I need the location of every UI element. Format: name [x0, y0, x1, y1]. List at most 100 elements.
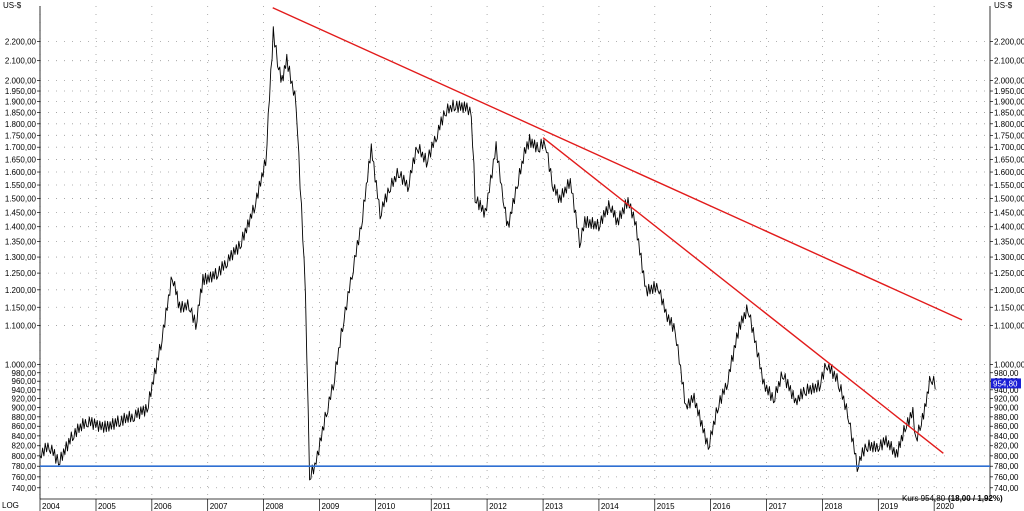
y-tick-label-left: 1.150,00: [5, 303, 37, 312]
y-tick-label-right: 1.550,00: [994, 181, 1024, 190]
y-tick-label-left: 800,00: [12, 452, 37, 461]
y-tick-label-left: 840,00: [12, 432, 37, 441]
y-unit-right: US-$: [994, 1, 1013, 10]
y-tick-label-right: 840,00: [994, 432, 1019, 441]
y-tick-label-right: 1.000,00: [994, 360, 1024, 369]
y-tick-label-left: 900,00: [12, 404, 37, 413]
y-tick-label-right: 1.950,00: [994, 87, 1024, 96]
resistance-trendline: [542, 137, 944, 454]
y-tick-label-right: 920,00: [994, 395, 1019, 404]
x-tick-label: 2012: [489, 502, 507, 511]
y-tick-label-right: 1.650,00: [994, 155, 1024, 164]
y-tick-label-left: 960,00: [12, 377, 37, 386]
y-tick-label-left: 2.100,00: [5, 57, 37, 66]
y-tick-label-left: 780,00: [12, 462, 37, 471]
y-tick-label-right: 2.000,00: [994, 77, 1024, 86]
x-tick-label: 2020: [936, 502, 954, 511]
y-tick-label-right: 1.850,00: [994, 109, 1024, 118]
y-tick-label-right: 1.250,00: [994, 269, 1024, 278]
y-tick-label-left: 2.000,00: [5, 77, 37, 86]
y-tick-label-left: 1.500,00: [5, 194, 37, 203]
y-tick-label-right: 760,00: [994, 473, 1019, 482]
y-tick-label-left: 1.350,00: [5, 238, 37, 247]
y-tick-label-right: 1.600,00: [994, 168, 1024, 177]
y-tick-label-left: 1.300,00: [5, 253, 37, 262]
price-series-line: [39, 26, 936, 481]
x-tick-label: 2017: [769, 502, 787, 511]
x-tick-label: 2006: [154, 502, 172, 511]
y-tick-label-right: 1.700,00: [994, 143, 1024, 152]
y-tick-label-left: 1.800,00: [5, 120, 37, 129]
y-tick-label-right: 2.200,00: [994, 38, 1024, 47]
x-tick-label: 2018: [824, 502, 842, 511]
y-tick-label-left: 880,00: [12, 413, 37, 422]
y-tick-label-right: 1.150,00: [994, 303, 1024, 312]
y-tick-label-left: 1.100,00: [5, 321, 37, 330]
y-tick-label-left: 1.900,00: [5, 98, 37, 107]
y-tick-label-left: 1.450,00: [5, 208, 37, 217]
y-tick-label-right: 860,00: [994, 422, 1019, 431]
y-unit-left: US-$: [3, 1, 22, 10]
plot-area: [39, 7, 990, 481]
y-tick-label-right: 820,00: [994, 442, 1019, 451]
y-tick-label-right: 1.900,00: [994, 98, 1024, 107]
y-tick-label-right: 2.100,00: [994, 57, 1024, 66]
y-tick-label-left: 820,00: [12, 442, 37, 451]
y-tick-label-left: 1.850,00: [5, 109, 37, 118]
y-tick-label-right: 780,00: [994, 462, 1019, 471]
y-tick-label-right: 1.100,00: [994, 321, 1024, 330]
x-tick-label: 2005: [98, 502, 116, 511]
y-tick-label-right: 1.500,00: [994, 194, 1024, 203]
x-tick-label: 2013: [545, 502, 563, 511]
footer-price-label: Kurs 954,80: [902, 494, 946, 503]
y-tick-label-left: 1.700,00: [5, 143, 37, 152]
y-tick-label-right: 900,00: [994, 404, 1019, 413]
y-tick-label-right: 1.800,00: [994, 120, 1024, 129]
x-tick-label: 2008: [266, 502, 284, 511]
y-tick-label-left: 740,00: [12, 484, 37, 493]
y-tick-label-left: 1.600,00: [5, 168, 37, 177]
y-tick-label-left: 2.200,00: [5, 38, 37, 47]
y-tick-label-left: 980,00: [12, 369, 37, 378]
x-tick-label: 2016: [713, 502, 731, 511]
y-tick-label-left: 1.650,00: [5, 155, 37, 164]
x-tick-label: 2015: [657, 502, 675, 511]
last-price-marker: [991, 378, 1021, 389]
x-tick-label: 2014: [601, 502, 619, 511]
x-tick-label: 2004: [42, 502, 60, 511]
y-tick-label-left: 1.550,00: [5, 181, 37, 190]
x-tick-label: 2011: [433, 502, 451, 511]
y-tick-label-right: 800,00: [994, 452, 1019, 461]
y-tick-label-left: 920,00: [12, 395, 37, 404]
resistance-trendline: [272, 7, 963, 321]
y-tick-label-right: 1.450,00: [994, 208, 1024, 217]
last-price-label: 954,80: [993, 379, 1018, 388]
x-tick-label: 2019: [880, 502, 898, 511]
y-tick-label-right: 880,00: [994, 413, 1019, 422]
y-tick-label-left: 1.250,00: [5, 269, 37, 278]
y-tick-label-left: 860,00: [12, 422, 37, 431]
y-tick-label-left: 760,00: [12, 473, 37, 482]
scale-mode-label: LOG: [2, 501, 19, 510]
y-tick-label-right: 740,00: [994, 484, 1019, 493]
y-tick-label-right: 1.350,00: [994, 238, 1024, 247]
y-tick-label-right: 940,00: [994, 386, 1019, 395]
y-tick-label-left: 1.200,00: [5, 286, 37, 295]
y-tick-label-left: 940,00: [12, 386, 37, 395]
y-tick-label-left: 1.950,00: [5, 87, 37, 96]
y-tick-label-left: 1.750,00: [5, 131, 37, 140]
x-tick-label: 2007: [210, 502, 228, 511]
y-tick-label-right: 980,00: [994, 369, 1019, 378]
y-tick-label-right: 1.200,00: [994, 286, 1024, 295]
y-tick-label-right: 1.750,00: [994, 131, 1024, 140]
y-tick-label-right: 1.400,00: [994, 223, 1024, 232]
x-tick-label: 2010: [377, 502, 395, 511]
footer-price-change: (18,00 / 1,92%): [948, 494, 1003, 503]
y-tick-label-left: 1.400,00: [5, 223, 37, 232]
x-tick-label: 2009: [322, 502, 340, 511]
y-tick-label-left: 1.000,00: [5, 360, 37, 369]
y-tick-label-right: 1.300,00: [994, 253, 1024, 262]
